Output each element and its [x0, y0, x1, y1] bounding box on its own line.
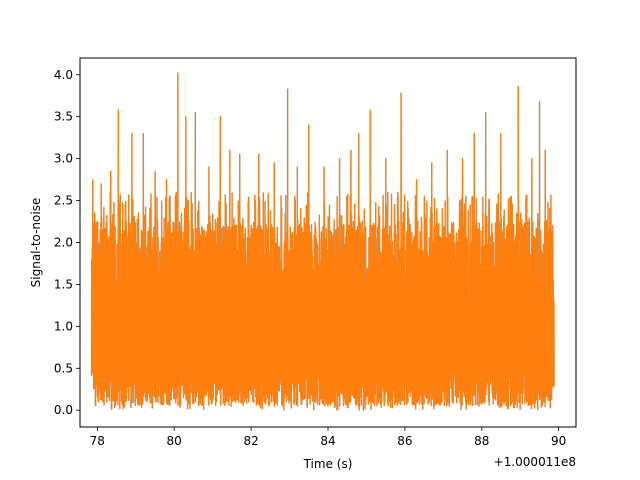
x-tick-label: 90	[551, 434, 566, 448]
y-tick-label: 3.0	[54, 152, 73, 166]
x-tick-label: 86	[397, 434, 412, 448]
snr-series	[90, 72, 555, 411]
y-axis: 0.0 0.5 1.0 1.5 2.0 2.5 3.0 3.5 4.0	[54, 68, 80, 417]
y-tick-label: 1.0	[54, 319, 73, 333]
x-tick-label: 80	[167, 434, 182, 448]
y-axis-label: Signal-to-noise	[29, 198, 43, 288]
y-tick-label: 2.0	[54, 236, 73, 250]
y-tick-label: 0.0	[54, 403, 73, 417]
snr-series-line	[90, 72, 555, 411]
x-tick-label: 82	[243, 434, 258, 448]
y-tick-label: 4.0	[54, 68, 73, 82]
y-tick-label: 1.5	[54, 277, 73, 291]
y-tick-label: 3.5	[54, 110, 73, 124]
y-tick-label: 0.5	[54, 361, 73, 375]
x-axis: 78 80 82 84 86 88 90	[90, 427, 566, 448]
x-tick-label: 88	[474, 434, 489, 448]
x-axis-offset-label: +1.000011e8	[494, 455, 576, 469]
x-axis-label: Time (s)	[303, 457, 353, 471]
x-tick-label: 84	[320, 434, 335, 448]
y-tick-label: 2.5	[54, 194, 73, 208]
x-tick-label: 78	[90, 434, 105, 448]
